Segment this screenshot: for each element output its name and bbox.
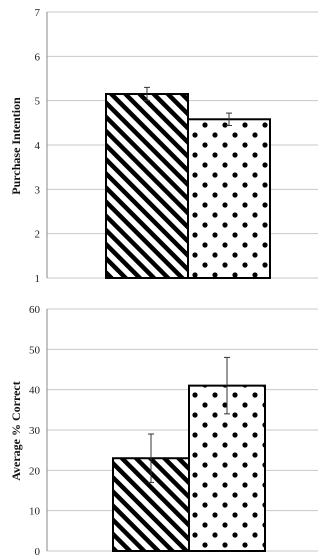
y-tick-label: 2 bbox=[35, 229, 41, 241]
chart1-y-axis-label: Purchase Intention bbox=[9, 97, 23, 195]
y-tick-label: 4 bbox=[35, 140, 41, 152]
y-tick-label: 50 bbox=[29, 344, 41, 356]
y-tick-label: 40 bbox=[29, 385, 41, 397]
purchase-intention-chart: 1 2 3 4 5 6 7 bbox=[35, 7, 318, 285]
y-tick-label: 0 bbox=[35, 546, 41, 558]
y-tick-label: 6 bbox=[35, 51, 41, 63]
y-tick-label: 1 bbox=[35, 273, 41, 285]
bar-diagonal-stripes bbox=[105, 93, 189, 280]
bar-polka-dots bbox=[187, 118, 271, 279]
average-correct-chart: 0 10 20 30 40 50 60 bbox=[29, 304, 318, 558]
y-tick-label: 60 bbox=[29, 304, 41, 316]
chart2-y-axis-label: Average % Correct bbox=[9, 381, 23, 481]
y-tick-label: 3 bbox=[35, 184, 41, 196]
y-tick-label: 20 bbox=[29, 465, 41, 477]
y-tick-label: 10 bbox=[29, 506, 41, 518]
y-tick-label: 7 bbox=[35, 7, 41, 19]
y-tick-label: 5 bbox=[35, 96, 41, 108]
y-tick-label: 30 bbox=[29, 425, 41, 437]
